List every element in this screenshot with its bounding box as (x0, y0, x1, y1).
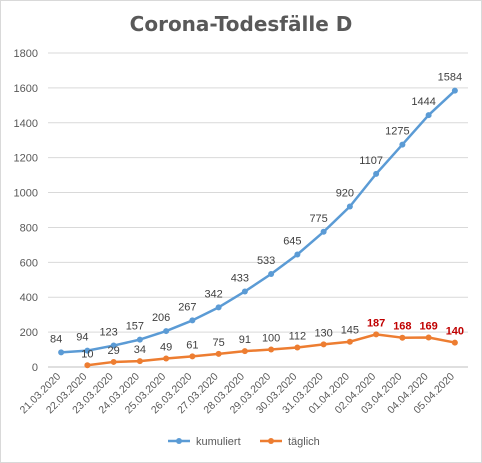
y-tick-label: 1800 (14, 48, 38, 60)
data-label: 157 (126, 321, 144, 333)
data-point (163, 355, 170, 362)
y-tick-label: 0 (32, 362, 38, 374)
data-label: 49 (160, 341, 172, 353)
data-label: 1584 (438, 72, 462, 84)
data-point (425, 334, 432, 341)
legend-entry: kumuliert (196, 436, 241, 448)
data-point (425, 112, 432, 119)
data-point (451, 339, 458, 346)
data-label: 1444 (411, 96, 435, 108)
data-point (399, 141, 406, 148)
data-label: 29 (108, 345, 120, 357)
data-label: 130 (314, 327, 332, 339)
data-point (241, 288, 248, 295)
data-labels: 84 94 123 157 206 267 342 433 533 645 775 920 1107 12… (50, 72, 464, 361)
series-line-0 (61, 89, 456, 354)
data-point (84, 362, 91, 369)
y-tick-label: 1000 (14, 188, 38, 200)
data-label: 168 (393, 321, 411, 333)
legend: kumuliert täglich (168, 436, 320, 448)
data-point (451, 87, 458, 94)
y-tick-label: 1200 (14, 153, 38, 165)
data-label: 61 (186, 339, 198, 351)
data-point (136, 336, 143, 343)
gridlines (48, 52, 468, 368)
data-label: 920 (336, 188, 354, 200)
data-label: 267 (178, 301, 196, 313)
data-point (189, 353, 196, 360)
data-label: 1107 (359, 155, 383, 167)
data-point (110, 342, 117, 349)
data-label: 91 (239, 334, 251, 346)
y-tick-label: 200 (20, 327, 38, 339)
y-tick-label: 1400 (14, 118, 38, 130)
data-point (373, 331, 380, 338)
data-point (58, 349, 65, 356)
y-tick-label: 800 (20, 222, 38, 234)
data-label: 123 (99, 327, 117, 339)
data-label: 10 (81, 348, 93, 360)
data-label: 433 (231, 272, 249, 284)
data-label: 645 (283, 235, 301, 247)
y-tick-label: 1600 (14, 83, 38, 95)
data-point (346, 203, 353, 210)
data-point (373, 170, 380, 177)
data-point (399, 334, 406, 341)
data-point (241, 348, 248, 355)
data-point (320, 341, 327, 348)
y-tick-label: 400 (20, 292, 38, 304)
data-point (268, 271, 275, 278)
data-label: 206 (152, 312, 170, 324)
data-label: 140 (446, 326, 464, 338)
data-point (110, 358, 117, 365)
data-point (215, 350, 222, 357)
data-label: 94 (76, 332, 88, 344)
legend-entry: täglich (288, 436, 320, 448)
data-point (84, 347, 91, 354)
data-label: 169 (419, 321, 437, 333)
data-point (163, 328, 170, 335)
legend-swatch-marker (176, 438, 182, 444)
data-point (294, 251, 301, 258)
y-axis-ticks: 0 200 400 600 800 1000 1200 1400 1600 1800 (14, 48, 38, 374)
data-label: 187 (367, 317, 385, 329)
data-label: 342 (204, 288, 222, 300)
data-point (294, 344, 301, 351)
legend-swatch-marker (268, 438, 274, 444)
data-label: 34 (134, 344, 146, 356)
data-point (320, 228, 327, 235)
data-label: 84 (50, 333, 62, 345)
chart-title: Corona-Todesfälle D (129, 12, 353, 36)
data-label: 100 (262, 333, 280, 345)
data-label: 1275 (385, 126, 409, 138)
series-layer (58, 87, 458, 369)
data-point (136, 358, 143, 365)
x-axis-ticks: 21.03.202022.03.202023.03.202024.03.2020… (18, 371, 458, 417)
data-point (215, 304, 222, 311)
data-point (346, 338, 353, 345)
data-point (189, 317, 196, 324)
data-point (268, 346, 275, 353)
y-tick-label: 600 (20, 257, 38, 269)
data-label: 145 (341, 325, 359, 337)
data-label: 112 (289, 330, 307, 342)
data-label: 533 (257, 255, 275, 267)
data-label: 75 (213, 337, 225, 349)
data-label: 775 (309, 213, 327, 225)
